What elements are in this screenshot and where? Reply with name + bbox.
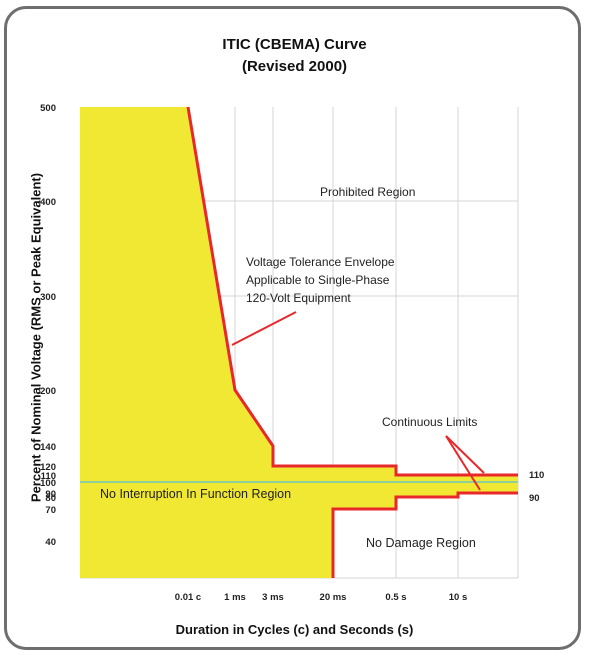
prohibited-region-label: Prohibited Region — [320, 185, 415, 199]
no-interruption-label: No Interruption In Function Region — [100, 487, 291, 501]
right-label-90: 90 — [529, 493, 540, 504]
upper-limit-line — [186, 106, 518, 477]
envelope-label-line2: Applicable to Single-Phase — [246, 273, 390, 287]
y-tick-label: 80 — [45, 493, 56, 504]
y-tick-label: 40 — [45, 537, 56, 548]
y-tick-label: 400 — [40, 197, 56, 208]
right-label-110: 110 — [529, 470, 544, 481]
chart-subtitle: (Revised 2000) — [241, 58, 348, 75]
y-tick-label: 100 — [40, 478, 56, 489]
envelope-label-line3: 120-Volt Equipment — [246, 291, 351, 305]
envelope-pointer-line — [231, 311, 297, 346]
x-tick-label: 0.01 c — [175, 592, 201, 603]
y-tick-label: 110 — [41, 471, 56, 482]
y-tick-label: 120 — [40, 462, 56, 473]
x-tick-label: 20 ms — [320, 592, 347, 603]
continuous-pointer-110 — [445, 435, 485, 474]
y-tick-label: 70 — [45, 505, 56, 516]
x-tick-label: 1 ms — [224, 592, 246, 603]
x-tick-label: 10 s — [449, 592, 468, 603]
chart-title: ITIC (CBEMA) Curve — [222, 36, 367, 53]
x-tick-label: 0.5 s — [385, 592, 406, 603]
y-tick-label: 140 — [40, 442, 56, 453]
y-tick-label: 90 — [45, 489, 56, 500]
x-axis-label: Duration in Cycles (c) and Seconds (s) — [175, 622, 414, 637]
continuous-pointer-90 — [445, 435, 481, 491]
x-tick-label: 3 ms — [262, 592, 284, 603]
y-tick-label: 300 — [40, 292, 56, 303]
envelope-label-line1: Voltage Tolerance Envelope — [246, 255, 395, 269]
continuous-limits-label: Continuous Limits — [382, 415, 477, 429]
y-tick-label: 500 — [40, 103, 56, 114]
lower-limit-line — [331, 491, 518, 578]
no-damage-label: No Damage Region — [366, 536, 476, 550]
y-tick-label: 200 — [40, 386, 56, 397]
acceptable-region — [80, 107, 518, 578]
